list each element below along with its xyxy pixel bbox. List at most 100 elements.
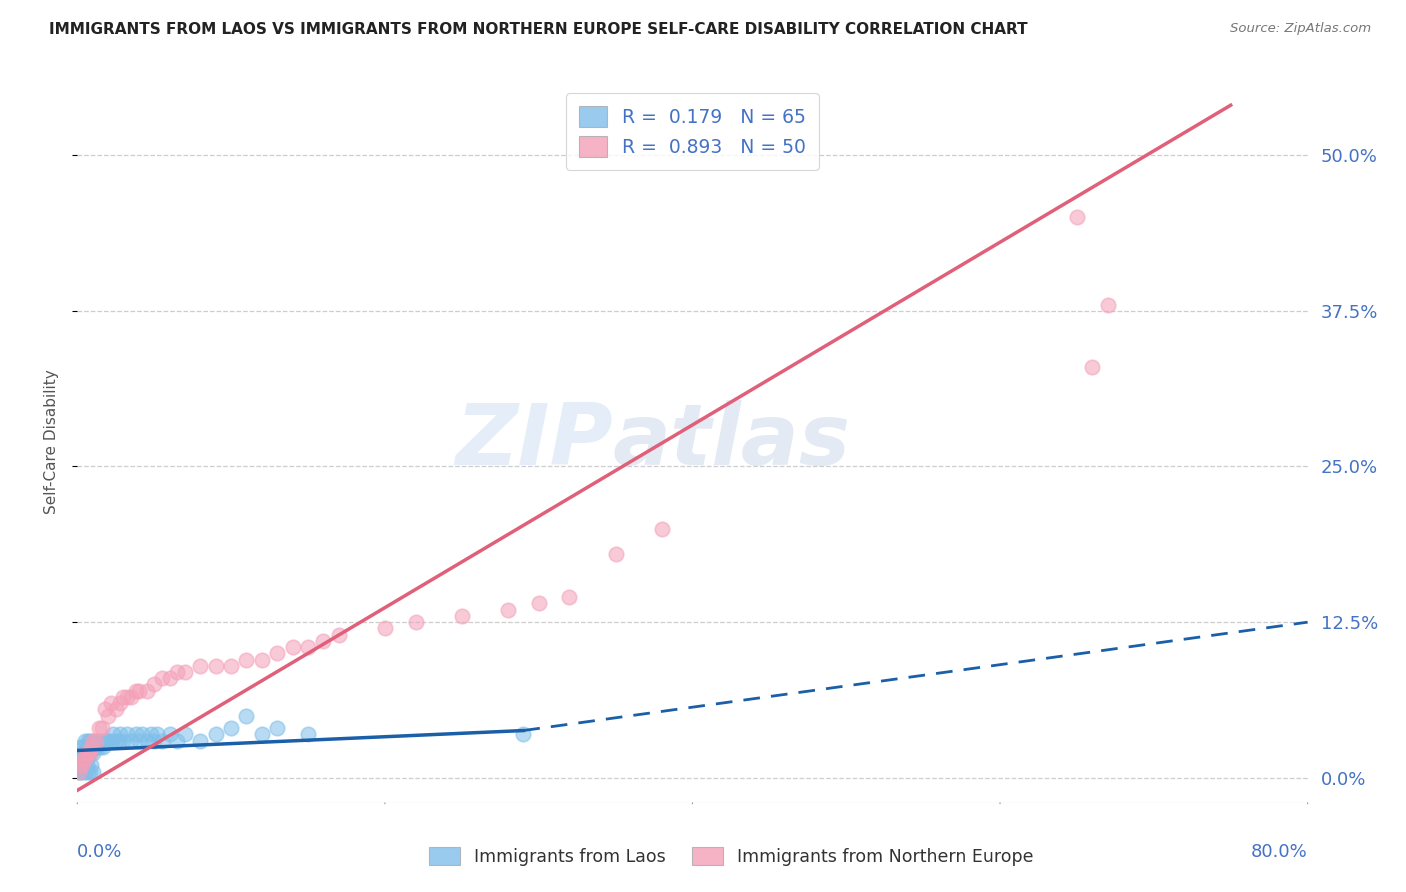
Point: [67, 758, 90, 772]
Point: [73, 746, 96, 760]
Text: ZIP: ZIP: [456, 400, 613, 483]
Point: [235, 652, 257, 666]
Point: [159, 727, 181, 741]
Point: [1081, 359, 1104, 374]
Point: [110, 696, 132, 710]
Y-axis label: Self-Care Disability: Self-Care Disability: [44, 369, 59, 514]
Point: [166, 733, 188, 747]
Point: [82, 764, 104, 779]
Point: [72, 739, 94, 754]
Point: [73, 752, 96, 766]
Point: [1066, 211, 1088, 225]
Text: IMMIGRANTS FROM LAOS VS IMMIGRANTS FROM NORTHERN EUROPE SELF-CARE DISABILITY COR: IMMIGRANTS FROM LAOS VS IMMIGRANTS FROM …: [49, 22, 1028, 37]
Point: [70, 764, 93, 779]
Point: [93, 739, 115, 754]
Point: [80, 758, 103, 772]
Point: [69, 739, 91, 754]
Point: [101, 727, 124, 741]
Point: [94, 702, 117, 716]
Point: [150, 733, 173, 747]
Point: [67, 764, 90, 779]
Point: [94, 733, 117, 747]
Point: [100, 696, 122, 710]
Point: [80, 739, 103, 754]
Point: [281, 640, 304, 654]
Point: [90, 721, 114, 735]
Point: [188, 733, 212, 747]
Point: [204, 658, 226, 673]
Point: [328, 627, 350, 641]
Point: [174, 665, 197, 679]
Point: [82, 733, 104, 747]
Point: [405, 615, 427, 630]
Point: [512, 727, 534, 741]
Point: [159, 671, 181, 685]
Point: [79, 733, 101, 747]
Point: [72, 752, 94, 766]
Point: [69, 764, 91, 779]
Point: [250, 652, 273, 666]
Point: [135, 683, 157, 698]
Point: [86, 739, 108, 754]
Point: [125, 683, 148, 698]
Point: [651, 522, 673, 536]
Text: atlas: atlas: [613, 400, 851, 483]
Point: [87, 733, 110, 747]
Point: [297, 640, 319, 654]
Point: [527, 597, 550, 611]
Point: [135, 733, 157, 747]
Point: [266, 646, 288, 660]
Point: [558, 591, 581, 605]
Point: [605, 547, 627, 561]
Point: [76, 752, 98, 766]
Point: [219, 721, 242, 735]
Point: [83, 739, 105, 754]
Point: [128, 733, 150, 747]
Point: [115, 727, 138, 741]
Point: [79, 764, 101, 779]
Point: [97, 708, 120, 723]
Legend: R =  0.179   N = 65, R =  0.893   N = 50: R = 0.179 N = 65, R = 0.893 N = 50: [565, 94, 820, 169]
Point: [204, 727, 226, 741]
Point: [219, 658, 242, 673]
Point: [77, 733, 100, 747]
Point: [84, 739, 107, 754]
Point: [112, 733, 135, 747]
Point: [120, 733, 142, 747]
Text: 0.0%: 0.0%: [77, 843, 122, 861]
Point: [125, 727, 148, 741]
Point: [82, 746, 104, 760]
Point: [450, 609, 472, 624]
Point: [128, 683, 150, 698]
Point: [143, 733, 166, 747]
Point: [146, 727, 169, 741]
Point: [297, 727, 319, 741]
Point: [77, 746, 100, 760]
Point: [77, 746, 100, 760]
Point: [72, 752, 94, 766]
Point: [70, 758, 93, 772]
Point: [97, 733, 120, 747]
Point: [69, 752, 91, 766]
Point: [76, 739, 98, 754]
Point: [70, 746, 93, 760]
Point: [143, 677, 166, 691]
Point: [104, 733, 127, 747]
Point: [108, 733, 131, 747]
Point: [79, 746, 101, 760]
Point: [104, 702, 127, 716]
Point: [72, 758, 94, 772]
Point: [110, 727, 132, 741]
Point: [120, 690, 142, 704]
Point: [115, 690, 138, 704]
Point: [235, 708, 257, 723]
Point: [96, 733, 118, 747]
Point: [496, 603, 519, 617]
Point: [76, 758, 98, 772]
Point: [188, 658, 212, 673]
Point: [174, 727, 197, 741]
Point: [166, 665, 188, 679]
Point: [87, 721, 110, 735]
Point: [100, 733, 122, 747]
Point: [266, 721, 288, 735]
